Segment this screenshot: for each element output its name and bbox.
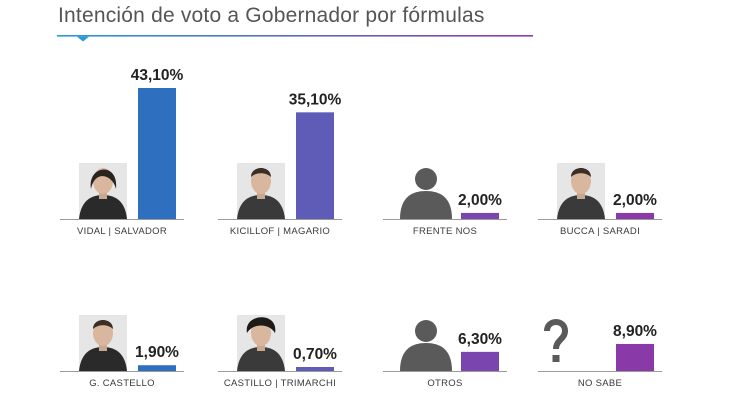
value-label: 8,90%	[613, 323, 657, 340]
photo-castillo	[237, 315, 285, 371]
portrait-hair	[93, 320, 113, 329]
bar	[616, 343, 654, 371]
category-label: BUCCA | SARADI	[560, 226, 640, 237]
value-label: 2,00%	[613, 192, 657, 209]
portrait-hair	[251, 168, 271, 177]
portrait-body	[237, 195, 285, 219]
portrait-neck	[257, 191, 265, 199]
portrait-face	[251, 320, 271, 346]
photo-castello	[79, 315, 127, 371]
question-mark-dot	[552, 355, 560, 362]
portrait-neck	[257, 343, 265, 351]
category-label: VIDAL | SALVADOR	[77, 226, 167, 237]
bar	[461, 212, 499, 219]
bar-group: 6,30% OTROS	[383, 320, 507, 389]
silhouette-body	[400, 343, 452, 371]
question-mark-curve	[544, 319, 569, 350]
portrait-hair	[90, 169, 117, 189]
portrait-neck	[99, 343, 107, 351]
chart-title: Intención de voto a Gobernador por fórmu…	[58, 4, 485, 27]
title-underline	[57, 35, 533, 42]
portrait-body	[79, 347, 127, 371]
bar-group: 0,70% CASTILLO | TRIMARCHI	[218, 315, 342, 389]
person-silhouette-icon	[400, 320, 452, 371]
portrait-hair	[571, 168, 591, 177]
portrait-neck	[99, 191, 107, 199]
bar	[138, 365, 176, 371]
photo-kicillof	[237, 163, 285, 219]
bar	[616, 212, 654, 219]
bar-group: 8,90% NO SABE	[538, 319, 662, 389]
value-label: 0,70%	[293, 346, 337, 363]
category-label: FRENTE NOS	[413, 226, 477, 237]
value-label: 6,30%	[458, 331, 502, 348]
portrait-hair	[246, 317, 276, 333]
question-mark-icon	[544, 319, 569, 362]
category-label: G. CASTELLO	[89, 378, 155, 389]
person-silhouette-icon	[400, 168, 452, 219]
bar	[138, 88, 176, 219]
value-label: 1,90%	[135, 344, 179, 361]
portrait-neck	[577, 191, 585, 199]
value-label: 2,00%	[458, 192, 502, 209]
photo-vidal	[79, 163, 127, 219]
silhouette-head	[415, 320, 437, 342]
bar-group: 43,10% VIDAL | SALVADOR	[60, 67, 184, 237]
bar	[296, 112, 334, 219]
portrait-face	[251, 168, 271, 194]
category-label: KICILLOF | MAGARIO	[230, 226, 330, 237]
value-label: 43,10%	[131, 67, 184, 84]
portrait-body	[557, 195, 605, 219]
bar	[461, 351, 499, 371]
bar-group: 2,00% BUCCA | SARADI	[538, 163, 662, 237]
photo-bucca	[557, 163, 605, 219]
bar	[296, 367, 334, 371]
bar-group: 1,90% G. CASTELLO	[60, 315, 184, 389]
value-label: 35,10%	[289, 91, 342, 108]
silhouette-head	[415, 168, 437, 190]
bar-group: 35,10% KICILLOF | MAGARIO	[218, 91, 342, 237]
bar-group: 2,00% FRENTE NOS	[383, 168, 507, 237]
category-label: NO SABE	[578, 378, 622, 389]
category-label: OTROS	[427, 378, 462, 389]
category-label: CASTILLO | TRIMARCHI	[224, 378, 336, 389]
portrait-face	[93, 320, 113, 346]
portrait-body	[237, 347, 285, 371]
portrait-face	[571, 168, 591, 194]
silhouette-body	[400, 191, 452, 219]
portrait-body	[79, 195, 127, 219]
